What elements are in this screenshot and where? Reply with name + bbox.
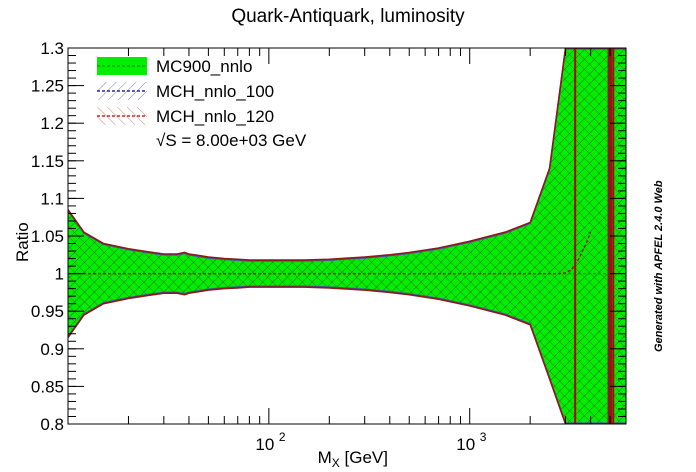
legend-item: MC900_nnlo [97,57,252,76]
energy-annotation: √S = 8.00e+03 GeV [156,131,307,150]
legend: MC900_nnlo MCH_nnlo_100 MCH_nnlo_120 [97,57,274,126]
x-axis: 10 2 10 3 [67,48,627,454]
legend-item: MCH_nnlo_100 [97,82,274,101]
y-tick-label: 0.95 [31,302,64,321]
y-tick-label: 0.8 [40,415,64,434]
x-tick-label: 10 [456,435,475,454]
y-tick-label: 1.2 [40,114,64,133]
band-mch-120 [68,48,626,424]
x-tick-label: 10 [255,435,274,454]
y-tick-label: 1.05 [31,227,64,246]
y-tick-label: 1 [55,265,64,284]
lower-edge-mch-120 [68,286,626,424]
y-axis: 0.8 0.85 0.9 0.95 1 1.05 1.1 1.15 1.2 1.25 1.3 [31,39,626,434]
x-tick-exponent: 2 [279,430,286,444]
y-tick-label: 0.85 [31,377,64,396]
chart-title: Quark-Antiquark, luminosity [231,6,465,27]
plot-area [68,48,626,424]
watermark-text: Generated with APFEL 2.4.0 Web [653,180,665,352]
central-line-mch-120 [68,231,592,275]
x-axis-label: MX [GeV] [318,448,388,470]
y-tick-label: 0.9 [40,340,64,359]
legend-label: MC900_nnlo [156,57,252,76]
legend-label: MCH_nnlo_100 [156,82,274,101]
y-tick-label: 1.3 [40,39,64,58]
y-tick-label: 1.25 [31,77,64,96]
y-axis-label: Ratio [13,222,32,262]
y-tick-label: 1.15 [31,152,64,171]
upper-edge-mch-120 [68,48,626,261]
y-tick-label: 1.1 [40,189,64,208]
legend-item: MCH_nnlo_120 [97,107,274,126]
x-tick-exponent: 3 [480,430,487,444]
legend-label: MCH_nnlo_120 [156,107,274,126]
